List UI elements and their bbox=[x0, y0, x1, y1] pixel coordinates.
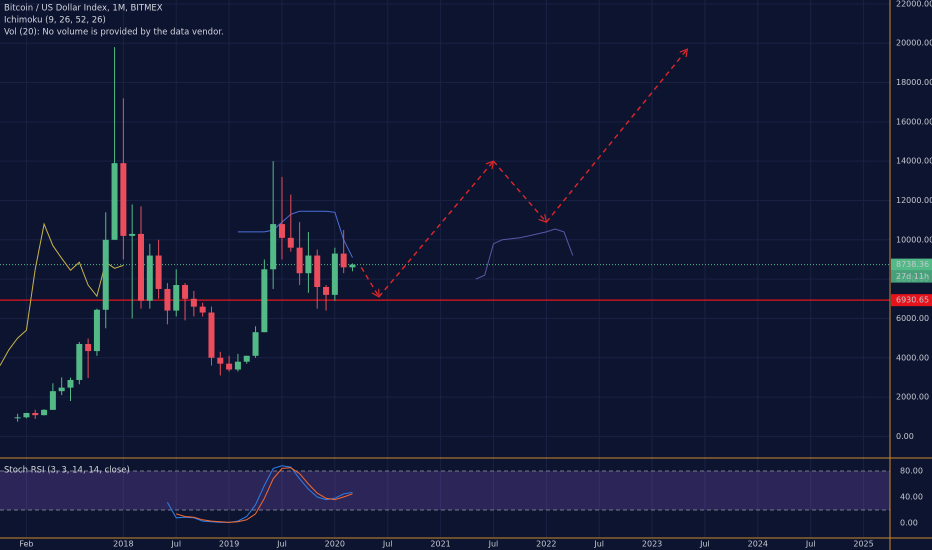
candle-body bbox=[93, 309, 100, 352]
candle-body bbox=[349, 264, 356, 268]
last-price-label: 8738.36 bbox=[896, 260, 929, 269]
x-tick-label: 2021 bbox=[430, 540, 450, 549]
x-tick-label: Feb bbox=[19, 540, 33, 549]
candle-body bbox=[32, 412, 39, 416]
x-tick-label: Jul bbox=[382, 540, 393, 549]
projection-segment bbox=[378, 160, 495, 298]
stoch-line bbox=[166, 465, 353, 523]
y-tick-label: 12000.00 bbox=[896, 196, 932, 205]
y-tick-label: 2000.00 bbox=[896, 393, 929, 402]
candle-body bbox=[243, 355, 250, 362]
candle-body bbox=[164, 288, 171, 311]
y-tick-label: 10000.00 bbox=[896, 235, 932, 244]
candle-body bbox=[182, 285, 189, 299]
candle-body bbox=[137, 233, 144, 301]
candle-body bbox=[287, 237, 294, 248]
y-tick-label: 0.00 bbox=[896, 432, 914, 441]
candle-body bbox=[252, 332, 259, 356]
y-tick-label: 22000.00 bbox=[896, 0, 932, 8]
stoch-band bbox=[0, 471, 890, 511]
x-tick-label: 2022 bbox=[536, 540, 556, 549]
x-tick-label: 2018 bbox=[113, 540, 133, 549]
candle-body bbox=[314, 255, 321, 287]
chart-title: Bitcoin / US Dollar Index, 1M, BITMEX bbox=[4, 4, 163, 14]
countdown-label: 27d 11h bbox=[896, 272, 929, 281]
candle-body bbox=[190, 298, 197, 307]
candle-body bbox=[58, 387, 65, 392]
x-tick-label: 2019 bbox=[219, 540, 239, 549]
x-tick-label: Jul bbox=[805, 540, 816, 549]
candle-body bbox=[323, 286, 330, 295]
candle-body bbox=[278, 224, 285, 238]
candle-body bbox=[85, 343, 92, 352]
candle-body bbox=[67, 379, 74, 388]
candle-body bbox=[305, 255, 312, 274]
candle-body bbox=[111, 163, 118, 240]
stoch-title: Stoch RSI (3, 3, 14, 14, close) bbox=[4, 466, 130, 476]
candle-body bbox=[129, 233, 136, 236]
candle-body bbox=[49, 391, 56, 410]
candle-body bbox=[331, 253, 338, 295]
y-tick-label: 18000.00 bbox=[896, 78, 932, 87]
ichimoku-line bbox=[475, 228, 574, 280]
y-tick-label: 4000.00 bbox=[896, 353, 929, 362]
plot bbox=[0, 47, 890, 523]
ichimoku-line bbox=[237, 210, 353, 258]
axes: Feb 2018 Jul 2019 Jul 2020 Jul 2021 Jul 2022 Jul 20… bbox=[19, 0, 932, 549]
y-tick-label: 6000.00 bbox=[896, 314, 929, 323]
candle-body bbox=[208, 312, 215, 358]
candle-body bbox=[41, 409, 48, 416]
countdown-box bbox=[891, 270, 932, 283]
candle-body bbox=[120, 163, 127, 236]
y-tick-label: 16000.00 bbox=[896, 117, 932, 126]
candle-body bbox=[340, 253, 347, 268]
candle-body bbox=[146, 255, 153, 301]
candle-body bbox=[173, 285, 180, 311]
candle-body bbox=[23, 412, 30, 418]
x-tick-label: Jul bbox=[699, 540, 710, 549]
y-tick-label: 14000.00 bbox=[896, 157, 932, 166]
candle-body bbox=[296, 247, 303, 274]
x-tick-label: 2020 bbox=[325, 540, 345, 549]
hline-price-box bbox=[891, 294, 932, 307]
last-price-box bbox=[891, 258, 932, 271]
indicator-label: Ichimoku (9, 26, 52, 26) bbox=[4, 16, 106, 26]
candle-body bbox=[76, 343, 83, 380]
grid bbox=[0, 0, 890, 538]
candle-body bbox=[199, 306, 206, 313]
y-tick-label: 80.00 bbox=[900, 467, 923, 476]
candle-body bbox=[14, 417, 21, 419]
candle-body bbox=[261, 269, 268, 333]
stoch-line bbox=[176, 467, 353, 523]
projection-segment bbox=[360, 266, 380, 298]
x-tick-label: Jul bbox=[276, 540, 287, 549]
y-tick-label: 0.00 bbox=[900, 519, 918, 528]
projection-segment bbox=[545, 48, 689, 223]
x-tick-label: Jul bbox=[593, 540, 604, 549]
candle-body bbox=[217, 357, 224, 364]
candle-body bbox=[102, 239, 109, 310]
projection-segment bbox=[492, 160, 548, 224]
hline-price-label: 6930.65 bbox=[896, 296, 929, 305]
x-tick-label: 2023 bbox=[642, 540, 662, 549]
x-tick-label: 2025 bbox=[853, 540, 873, 549]
y-tick-label: 20000.00 bbox=[896, 39, 932, 48]
x-tick-label: 2024 bbox=[748, 540, 768, 549]
x-tick-label: Jul bbox=[488, 540, 499, 549]
candle-body bbox=[234, 361, 241, 370]
indicator-label: Vol (20): No volume is provided by the d… bbox=[4, 28, 224, 38]
x-tick-label: Jul bbox=[170, 540, 181, 549]
candle-body bbox=[270, 224, 277, 270]
y-tick-label: 40.00 bbox=[900, 493, 923, 502]
candle-body bbox=[155, 255, 162, 289]
candle-body bbox=[226, 363, 233, 370]
